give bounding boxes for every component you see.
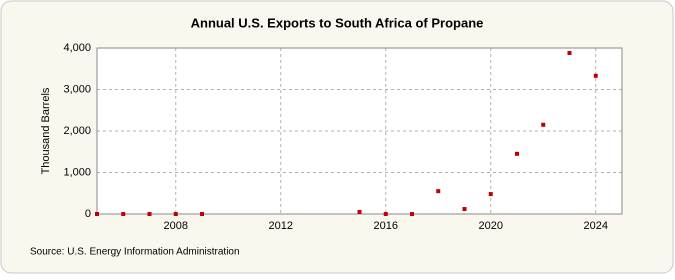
x-tick-label: 2024 <box>584 220 608 232</box>
x-tick-label: 2012 <box>269 220 293 232</box>
data-point <box>200 212 204 216</box>
data-point <box>357 209 362 214</box>
y-tick-label: 1,000 <box>63 166 91 178</box>
y-tick-label: 4,000 <box>63 42 91 54</box>
x-tick-label: 2016 <box>374 220 398 232</box>
data-point <box>436 189 441 194</box>
data-point <box>515 151 519 156</box>
y-axis-label: Thousand Barrels <box>40 87 52 174</box>
plot-border <box>96 47 623 215</box>
data-point <box>173 212 178 216</box>
data-point <box>95 212 99 216</box>
y-tick-label: 3,000 <box>63 83 91 95</box>
data-point <box>410 212 414 216</box>
data-point <box>121 212 126 216</box>
data-point <box>383 212 388 216</box>
plot-area <box>97 48 622 214</box>
data-point <box>541 122 546 127</box>
y-tick-label: 2,000 <box>63 125 91 137</box>
chart-title: Annual U.S. Exports to South Africa of P… <box>191 15 484 30</box>
source-note: Source: U.S. Energy Information Administ… <box>30 247 240 258</box>
data-point <box>488 192 493 197</box>
data-point <box>147 212 152 216</box>
x-tick-label: 2020 <box>479 220 503 232</box>
x-tick-label: 2008 <box>164 220 188 232</box>
data-point <box>462 207 467 212</box>
y-tick-label: 0 <box>85 208 91 220</box>
data-point <box>593 73 598 78</box>
data-point <box>567 50 572 55</box>
